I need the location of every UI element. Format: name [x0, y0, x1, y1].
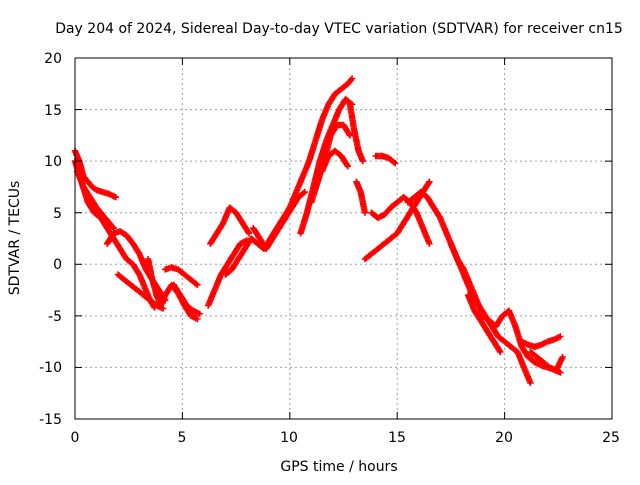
data-point — [557, 369, 564, 376]
data-point — [390, 159, 397, 166]
x-tick-label: 15 — [388, 430, 406, 446]
data-series-arc-p — [318, 147, 351, 175]
y-tick-label: -5 — [48, 309, 62, 325]
y-axis-title: SDTVAR / TECUs — [7, 181, 23, 296]
y-tick-label: 10 — [44, 154, 62, 170]
data-point — [348, 75, 356, 82]
axis-ticks — [74, 57, 613, 420]
y-tick-label: -10 — [39, 360, 62, 376]
data-series-arc-s — [372, 152, 399, 167]
y-tick-label: 15 — [44, 103, 62, 119]
data-point — [557, 333, 564, 340]
data-point — [559, 353, 566, 361]
data-point — [194, 315, 201, 323]
data-series-arc-r — [353, 178, 369, 216]
data-point — [361, 209, 369, 216]
data-series-arc-x — [464, 292, 504, 356]
data-point — [344, 163, 351, 170]
y-tick-label: 20 — [44, 51, 62, 67]
data-point — [301, 188, 308, 196]
data-series-arc-z — [527, 348, 566, 374]
data-series-arc-c — [73, 168, 117, 232]
x-tick-label: 5 — [178, 430, 187, 446]
data-point — [347, 76, 355, 84]
data-series-arc-q — [346, 101, 366, 165]
data-point — [426, 178, 433, 185]
y-tick-label: -15 — [39, 412, 62, 428]
data-point — [192, 280, 200, 288]
data-series-arc-y — [518, 333, 564, 350]
data-series-arc-h — [170, 281, 203, 317]
data-point — [245, 230, 253, 237]
data-point — [426, 240, 433, 247]
y-tick-label: 0 — [53, 257, 62, 273]
data-point — [391, 160, 399, 167]
x-tick-label: 10 — [280, 430, 298, 446]
x-tick-label: 20 — [495, 430, 513, 446]
data-point — [359, 157, 366, 165]
x-axis-title: GPS time / hours — [280, 459, 397, 475]
gridlines — [75, 58, 612, 419]
x-tick-label: 25 — [602, 430, 620, 446]
x-tick-label: 0 — [71, 430, 80, 446]
data-point — [527, 379, 534, 387]
y-tick-label: 5 — [53, 206, 62, 222]
data-point — [109, 223, 116, 231]
data-point — [300, 189, 307, 197]
plot-frame — [74, 57, 613, 420]
chart-title: Day 204 of 2024, Sidereal Day-to-day VTE… — [55, 21, 623, 37]
data-point — [196, 310, 203, 317]
data-series-arc-w — [447, 240, 564, 376]
data-series-arc-g — [162, 264, 201, 289]
data-point — [112, 194, 119, 201]
data-series-arc-m — [286, 75, 356, 211]
data-point — [194, 281, 201, 289]
data-point — [497, 348, 504, 356]
data-series-arc-j — [207, 204, 253, 247]
data-points — [71, 75, 566, 387]
